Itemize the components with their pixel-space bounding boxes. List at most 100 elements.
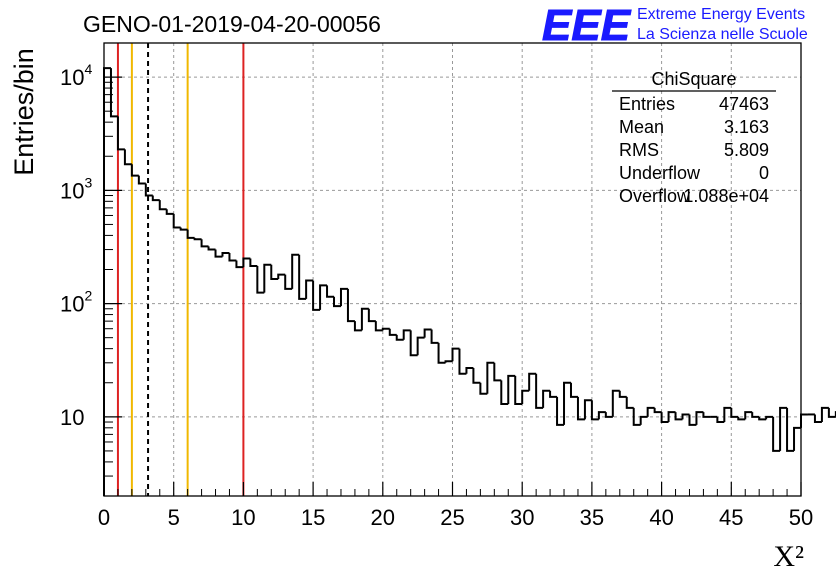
histogram-bin: [249, 258, 258, 267]
histogram-bin: [151, 195, 160, 202]
histogram-bin: [583, 399, 592, 420]
histogram-bin: [346, 288, 355, 323]
histogram-bin: [716, 416, 725, 424]
eee-logo: EEE Extreme Energy Events La Scienza nel…: [542, 1, 808, 51]
histogram-bin: [298, 254, 307, 300]
histogram-series: [103, 67, 836, 496]
histogram-bin: [813, 414, 822, 424]
histogram-bin: [116, 116, 125, 151]
histogram-bin: [123, 149, 132, 166]
x-tick-label: 40: [649, 505, 673, 530]
x-tick-label: 35: [580, 505, 604, 530]
histogram-bin: [535, 373, 544, 409]
histogram-bin: [409, 330, 418, 357]
histogram-bin: [277, 273, 286, 279]
x-tick-label: 50: [789, 505, 813, 530]
histogram-bin: [765, 415, 774, 420]
histogram-bin: [604, 412, 613, 418]
histogram-bin: [402, 329, 411, 340]
histogram-bin: [779, 406, 788, 451]
stats-label: Underflow: [619, 163, 701, 183]
histogram-bin: [326, 285, 335, 298]
histogram-bin: [451, 347, 460, 362]
histogram-bin: [137, 175, 146, 185]
histogram-bin: [103, 67, 111, 496]
histogram-bin: [228, 252, 237, 262]
histogram-bin: [549, 390, 558, 398]
histogram-bin: [472, 367, 481, 384]
x-tick-label: 10: [231, 505, 255, 530]
histogram-bin: [207, 246, 216, 251]
histogram-bin: [437, 342, 446, 364]
x-tick-label: 45: [719, 505, 743, 530]
histogram-bin: [165, 209, 174, 215]
histogram-bin: [681, 413, 690, 420]
histogram-bin: [702, 412, 711, 418]
stats-value: 47463: [719, 94, 769, 114]
histogram-bin: [563, 381, 571, 425]
logo-line-1: Extreme Energy Events: [637, 6, 805, 23]
histogram-bin: [430, 329, 439, 344]
x-tick-label: 5: [168, 505, 180, 530]
histogram-bin: [786, 407, 795, 452]
chart-title: GENO-01-2019-04-20-00056: [83, 11, 381, 37]
x-tick-label: 15: [301, 505, 325, 530]
histogram-bin: [611, 389, 620, 417]
histogram-bin: [381, 327, 390, 331]
histogram-bin: [388, 328, 397, 336]
histogram-bin: [109, 68, 118, 118]
histogram-bin: [793, 426, 801, 451]
stats-value: 1.088e+04: [683, 186, 769, 206]
histogram-bin: [827, 407, 836, 418]
histogram-bin: [590, 400, 599, 421]
histogram-bin: [416, 336, 425, 356]
histogram-bin: [542, 389, 551, 408]
logo-eee: EEE: [542, 1, 632, 50]
stats-label: RMS: [619, 140, 659, 160]
histogram-bin: [730, 407, 739, 418]
y-tick-label: 102: [60, 288, 92, 317]
histogram-bin: [514, 375, 523, 405]
histogram-bin: [751, 412, 760, 418]
y-tick-exponent: 2: [84, 288, 92, 304]
x-tick-label: 0: [98, 505, 110, 530]
histogram-bin: [339, 287, 348, 307]
histogram-bin: [214, 249, 223, 258]
grid-lines: [104, 43, 801, 496]
histogram-bin: [660, 412, 669, 424]
histogram-bin: [479, 382, 488, 395]
histogram-bin: [284, 274, 293, 290]
histogram-bin: [423, 328, 432, 338]
histogram-bin: [465, 366, 474, 374]
histogram-bin: [263, 263, 272, 293]
histogram-bin: [576, 396, 585, 421]
histogram-bin: [242, 257, 251, 268]
y-tick-label: 10: [60, 405, 84, 430]
stats-title: ChiSquare: [651, 69, 736, 89]
y-tick-label: 103: [60, 174, 92, 203]
histogram-bin: [333, 296, 341, 308]
y-tick-label: 104: [60, 61, 92, 90]
histogram-bin: [144, 183, 153, 197]
histogram-bin: [374, 321, 383, 332]
histogram-bin: [312, 280, 321, 311]
histogram-bin: [674, 412, 683, 421]
histogram-bin: [528, 372, 537, 391]
histogram-bin: [395, 334, 404, 341]
histogram-bin: [507, 374, 516, 404]
histogram-bin: [179, 227, 188, 231]
histogram-bin: [646, 406, 655, 417]
stats-label: Mean: [619, 117, 664, 137]
histogram-bin: [744, 411, 753, 420]
x-axis-label: X²: [773, 540, 804, 572]
histogram-bin: [800, 413, 808, 428]
histogram-bin: [556, 396, 565, 426]
stats-box: ChiSquare Entries 47463 Mean 3.163 RMS 5.809 U…: [612, 69, 776, 206]
axis-ticks: [103, 42, 802, 497]
histogram-bin: [820, 406, 829, 423]
histogram-bin: [758, 416, 767, 421]
histogram-bin: [200, 239, 209, 248]
histogram-bin: [158, 200, 167, 211]
histogram-bin: [667, 411, 676, 423]
histogram-bin: [688, 414, 697, 426]
